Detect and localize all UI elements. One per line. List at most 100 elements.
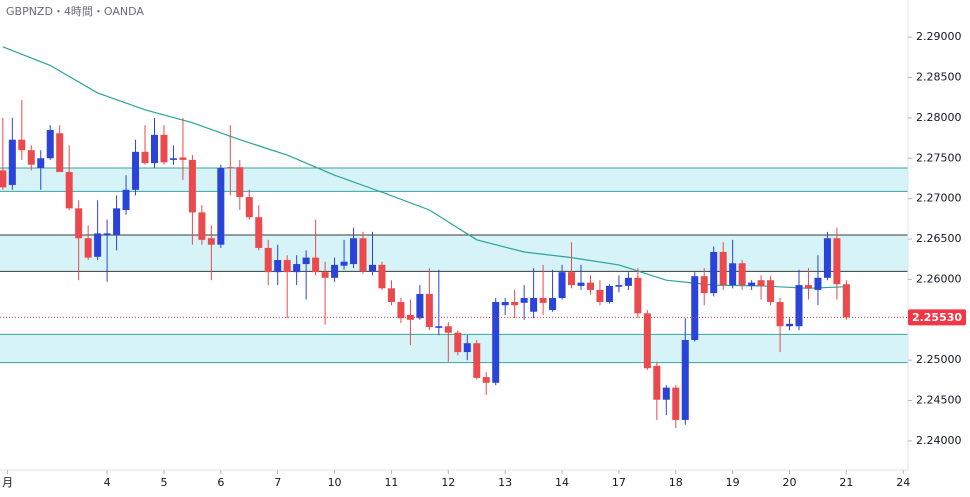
candle-body <box>804 285 812 289</box>
x-tick-label: 12 <box>441 476 455 489</box>
y-tick-label: 2.29000 <box>916 30 962 43</box>
candle-body <box>691 276 699 340</box>
candle-body <box>463 343 471 353</box>
x-tick-label: 21 <box>839 476 853 489</box>
candle-body <box>122 189 130 210</box>
candle-body <box>473 343 481 378</box>
x-tick-label: 7 <box>274 476 281 489</box>
candle-body <box>56 133 64 173</box>
candle-body <box>359 238 367 272</box>
candle-body <box>539 297 547 303</box>
candle-body <box>577 282 585 286</box>
candle-body <box>169 158 177 160</box>
candle-body <box>757 280 765 286</box>
x-tick-label: 20 <box>783 476 797 489</box>
candle-body <box>0 170 7 188</box>
y-tick-label: 2.25000 <box>916 353 962 366</box>
candle-body <box>8 139 16 185</box>
candle-body <box>113 208 121 235</box>
candle-body <box>75 208 83 239</box>
candle-body <box>634 277 642 314</box>
candle-body <box>312 257 320 273</box>
candle-body <box>511 302 519 306</box>
candle-body <box>786 323 794 327</box>
candle-body <box>46 130 54 159</box>
candle-body <box>18 139 26 151</box>
candle-body <box>84 238 92 258</box>
candle-body <box>236 167 244 198</box>
candle-body <box>293 264 301 273</box>
chart-title: GBPNZD・4時間・OANDA <box>6 5 144 18</box>
y-tick-label: 2.24500 <box>916 394 962 407</box>
candle-body <box>624 277 632 286</box>
x-tick-label: 18 <box>669 476 683 489</box>
candle-body <box>245 197 253 218</box>
x-tick-label: 月 <box>2 476 13 489</box>
candle-body <box>416 293 424 319</box>
candle-body <box>520 297 528 303</box>
y-tick-label: 2.26000 <box>916 272 962 285</box>
zone <box>0 167 908 192</box>
candle-body <box>568 272 576 286</box>
candle-body <box>65 172 73 209</box>
candle-body <box>643 313 651 369</box>
candle-body <box>435 326 443 328</box>
x-tick-label: 5 <box>160 476 167 489</box>
candle-body <box>340 261 348 266</box>
candle-body <box>132 151 140 190</box>
x-tick-label: 24 <box>896 476 910 489</box>
candle-body <box>368 264 376 272</box>
candle-body <box>141 151 149 164</box>
candle-body <box>558 272 566 298</box>
x-tick-label: 13 <box>498 476 512 489</box>
candle-body <box>586 282 594 290</box>
candle-body <box>738 263 746 286</box>
candle-body <box>454 332 462 353</box>
candle-body <box>842 284 850 318</box>
candle-body <box>387 288 395 303</box>
candle-body <box>444 326 452 333</box>
candle-body <box>814 277 822 290</box>
candle-body <box>710 251 718 294</box>
candle-body <box>530 297 538 312</box>
candle-body <box>672 387 680 420</box>
y-tick-label: 2.27500 <box>916 151 962 164</box>
candle-body <box>549 297 557 311</box>
candle-body <box>274 260 282 273</box>
candle-body <box>501 302 509 306</box>
candle-body <box>350 238 358 265</box>
x-tick-label: 6 <box>217 476 224 489</box>
candle-body <box>596 289 604 303</box>
candle-body <box>776 302 784 327</box>
candle-body <box>615 285 623 287</box>
candle-body <box>331 264 339 278</box>
y-tick-label: 2.28500 <box>916 71 962 84</box>
candle-body <box>283 260 291 273</box>
candle-body <box>150 134 158 164</box>
candle-body <box>255 217 263 248</box>
candle-body <box>700 276 708 294</box>
candle-body <box>226 167 234 169</box>
candle-body <box>103 233 111 235</box>
candle-body <box>482 377 490 383</box>
y-tick-label: 2.27000 <box>916 192 962 205</box>
x-tick-label: 19 <box>726 476 740 489</box>
candle-body <box>198 212 206 240</box>
candle-body <box>795 285 803 327</box>
x-tick-label: 17 <box>612 476 626 489</box>
last-price-box <box>908 309 966 326</box>
x-tick-label: 10 <box>328 476 342 489</box>
y-tick-label: 2.28000 <box>916 111 962 124</box>
candle-body <box>179 157 187 160</box>
candle-body <box>264 247 272 273</box>
candle-body <box>207 238 215 245</box>
candle-body <box>406 314 414 320</box>
candle-body <box>823 238 831 278</box>
candle-body <box>94 233 102 257</box>
candle-body <box>425 293 433 328</box>
y-tick-label: 2.24000 <box>916 434 962 447</box>
x-tick-label: 11 <box>384 476 398 489</box>
candle-body <box>302 257 310 265</box>
candle-body <box>37 158 45 168</box>
